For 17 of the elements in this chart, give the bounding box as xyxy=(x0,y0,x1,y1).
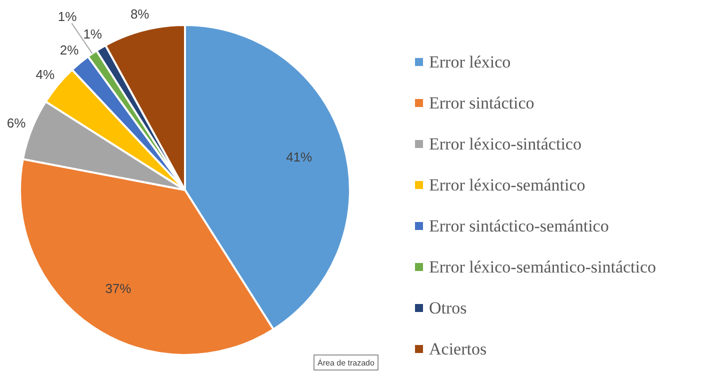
legend-label: Otros xyxy=(429,298,467,318)
data-label: 1% xyxy=(83,26,102,42)
data-label: 4% xyxy=(36,66,55,82)
legend-label: Error sintáctico-semántico xyxy=(429,216,609,236)
legend-label: Error léxico-semántico-sintáctico xyxy=(429,258,656,276)
data-label: 8% xyxy=(130,6,150,22)
data-label: 41% xyxy=(286,149,313,164)
text: Área de trazado xyxy=(318,358,376,368)
data-label: 6% xyxy=(6,116,26,131)
data-label: 37% xyxy=(105,280,132,296)
legend-label: Error léxico xyxy=(429,52,511,72)
legend-label: Error sintáctico xyxy=(429,94,534,112)
legend-label: Error léxico-semántico xyxy=(429,176,586,194)
legend-label: Aciertos xyxy=(429,340,487,358)
legend-label: Error léxico-sintáctico xyxy=(429,134,582,154)
data-label: 2% xyxy=(60,42,80,58)
data-label: 1% xyxy=(58,9,78,24)
